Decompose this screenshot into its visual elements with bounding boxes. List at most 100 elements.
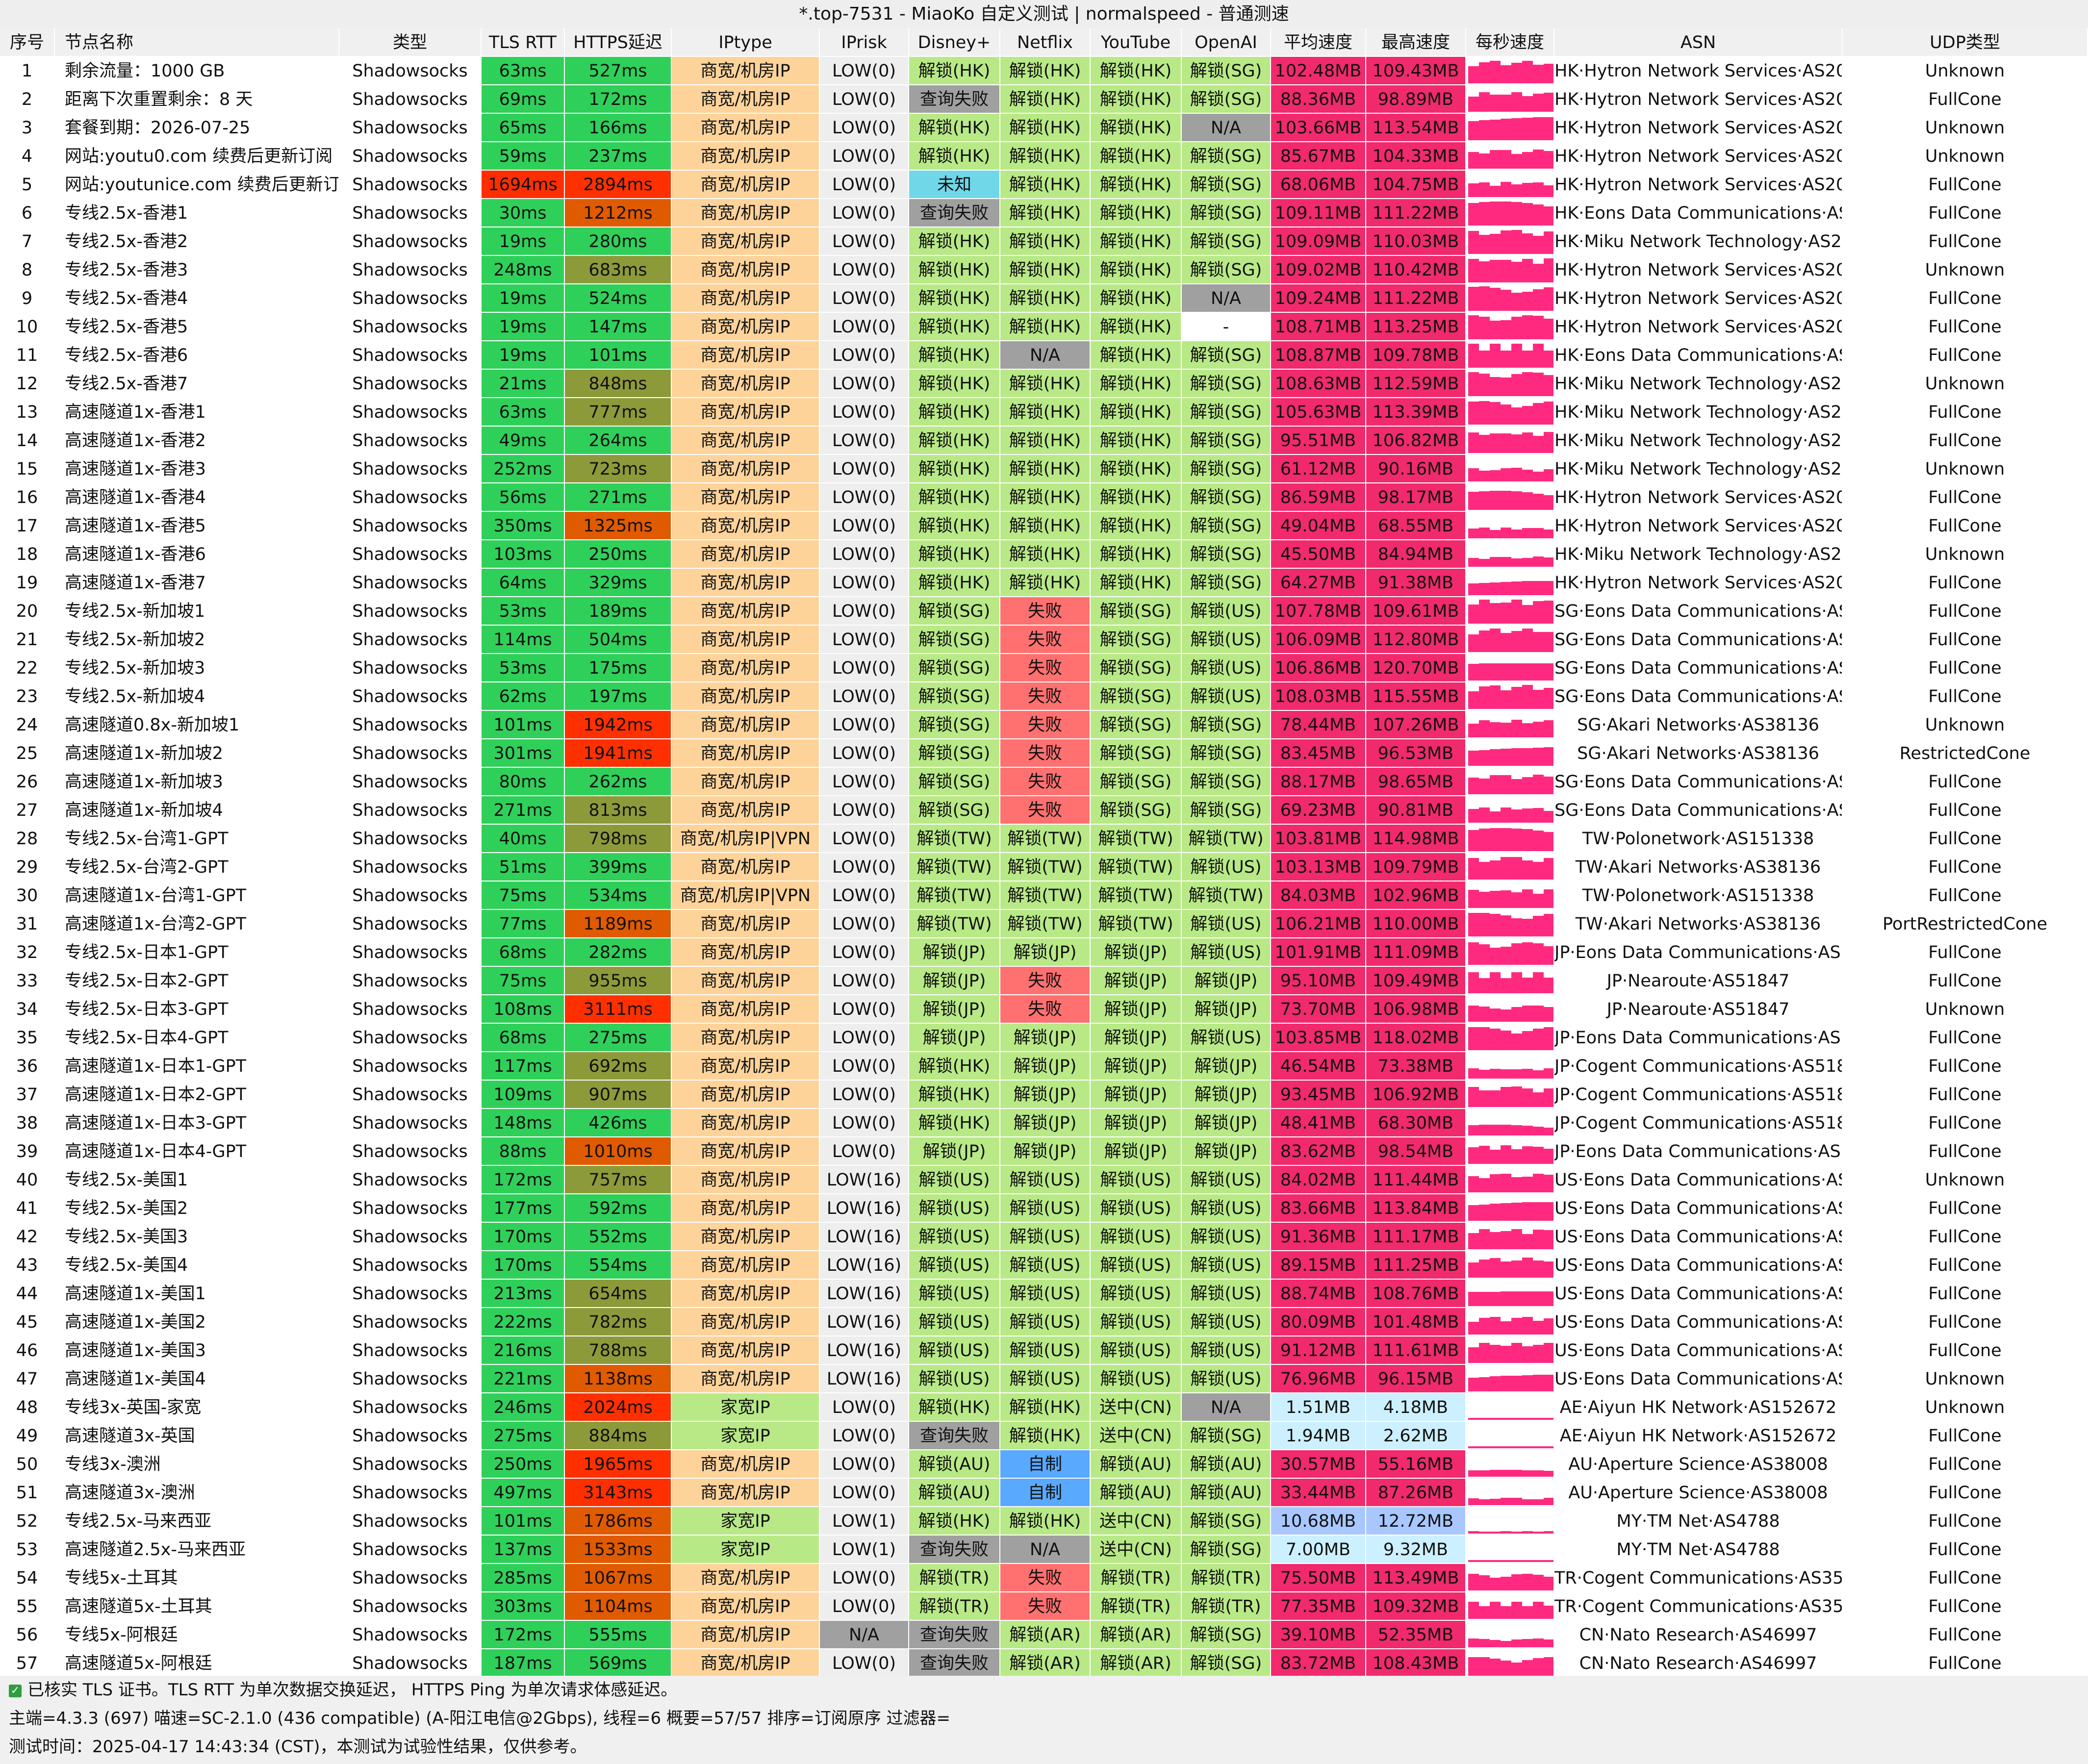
cell-https-latency: 955ms	[565, 967, 672, 995]
cell-ip-risk: LOW(0)	[820, 1137, 909, 1166]
cell-index: 25	[0, 739, 55, 768]
speed-bar	[1533, 1446, 1544, 1448]
header-https-latency[interactable]: HTTPS延迟	[565, 28, 672, 57]
cell-disney: 解锁(TW)	[909, 825, 1000, 853]
speed-bar	[1522, 1470, 1533, 1477]
cell-https-latency: 777ms	[565, 398, 672, 427]
header-type[interactable]: 类型	[339, 28, 482, 57]
table-row: 37 高速隧道1x-日本2-GPT Shadowsocks 109ms 907ms 商宽/…	[0, 1081, 2088, 1109]
cell-ip-risk: LOW(0)	[820, 398, 909, 427]
speed-bar	[1544, 914, 1553, 936]
header-tls-rtt[interactable]: TLS RTT	[482, 28, 565, 57]
cell-node-name: 高速隧道3x-澳洲	[55, 1479, 339, 1507]
speed-bar	[1522, 1006, 1533, 1022]
cell-tls-rtt: 75ms	[482, 967, 565, 995]
cell-avg-speed: 93.45MB	[1271, 1081, 1366, 1109]
cell-youtube: 解锁(JP)	[1091, 1052, 1182, 1081]
speed-bar	[1533, 373, 1544, 396]
speed-bar	[1511, 1532, 1522, 1534]
cell-index: 18	[0, 540, 55, 569]
cell-ip-risk: LOW(0)	[820, 540, 909, 569]
cell-asn: HK·Hytron Network Services·AS202662	[1554, 142, 1843, 171]
cell-youtube: 解锁(US)	[1091, 1308, 1182, 1336]
cell-max-speed: 114.98MB	[1366, 825, 1466, 853]
header-asn[interactable]: ASN	[1554, 28, 1843, 57]
speed-bar	[1479, 374, 1490, 396]
speed-bar	[1501, 582, 1511, 595]
header-node-name[interactable]: 节点名称	[55, 28, 339, 57]
header-openai[interactable]: OpenAI	[1182, 28, 1271, 57]
cell-udp-type: FullCone	[1843, 398, 2088, 427]
speed-bar	[1533, 1291, 1544, 1306]
speed-bar	[1468, 605, 1479, 624]
cell-ip-type: 商宽/机房IP	[672, 711, 820, 739]
cell-type: Shadowsocks	[339, 313, 482, 341]
speed-bar	[1479, 286, 1490, 311]
speed-bar	[1544, 351, 1553, 368]
header-youtube[interactable]: YouTube	[1091, 28, 1182, 57]
cell-disney: 解锁(HK)	[909, 114, 1000, 142]
speed-bar	[1479, 235, 1490, 254]
cell-avg-speed: 86.59MB	[1271, 483, 1366, 512]
header-index[interactable]: 序号	[0, 28, 55, 57]
cell-ip-type: 商宽/机房IP	[672, 1564, 820, 1592]
cell-https-latency: 592ms	[565, 1194, 672, 1223]
cell-youtube: 解锁(HK)	[1091, 171, 1182, 199]
speed-bar	[1511, 118, 1522, 140]
speed-bar	[1522, 942, 1533, 965]
cell-avg-speed: 83.45MB	[1271, 739, 1366, 768]
header-netflix[interactable]: Netflix	[1000, 28, 1091, 57]
speed-bar	[1511, 317, 1522, 339]
speed-bar	[1468, 1262, 1479, 1278]
table-row: 16 高速隧道1x-香港4 Shadowsocks 56ms 271ms 商宽/机房IP L…	[0, 483, 2088, 512]
speed-bar	[1511, 1602, 1522, 1619]
cell-tls-rtt: 40ms	[482, 825, 565, 853]
cell-avg-speed: 49.04MB	[1271, 512, 1366, 540]
speed-bar	[1468, 1233, 1479, 1249]
header-ip-type[interactable]: IPtype	[672, 28, 820, 57]
cell-index: 29	[0, 853, 55, 882]
cell-netflix: 自制	[1000, 1450, 1091, 1479]
speed-bar	[1522, 432, 1533, 453]
speed-bar	[1511, 1229, 1522, 1249]
speed-bar	[1533, 1230, 1544, 1249]
speed-bar	[1533, 808, 1544, 823]
cell-udp-type: FullCone	[1843, 512, 2088, 540]
cell-ip-risk: LOW(0)	[820, 1422, 909, 1450]
header-disney[interactable]: Disney+	[909, 28, 1000, 57]
header-per-second-speed[interactable]: 每秒速度	[1466, 28, 1554, 57]
cell-max-speed: 104.33MB	[1366, 142, 1466, 171]
cell-per-second-speed	[1466, 370, 1554, 398]
header-ip-risk[interactable]: IPrisk	[820, 28, 909, 57]
header-max-speed[interactable]: 最高速度	[1366, 28, 1466, 57]
cell-max-speed: 68.55MB	[1366, 512, 1466, 540]
speed-bar	[1544, 1128, 1553, 1135]
speed-bar	[1544, 1291, 1553, 1306]
cell-netflix: 解锁(TW)	[1000, 825, 1091, 853]
speed-bar	[1511, 1033, 1522, 1050]
cell-openai: 解锁(US)	[1182, 1024, 1271, 1052]
speed-bar	[1479, 471, 1490, 481]
header-avg-speed[interactable]: 平均速度	[1271, 28, 1366, 57]
cell-asn: JP·Eons Data Communications·AS138997	[1554, 938, 1843, 967]
header-udp-type[interactable]: UDP类型	[1843, 28, 2088, 57]
speed-bar	[1490, 491, 1501, 510]
speed-bar	[1501, 663, 1511, 680]
speed-bar	[1468, 1027, 1479, 1050]
table-row: 38 高速隧道1x-日本3-GPT Shadowsocks 148ms 426ms 商宽/…	[0, 1109, 2088, 1137]
cell-udp-type: Unknown	[1843, 114, 2088, 142]
speed-bar	[1490, 150, 1501, 169]
cell-netflix: N/A	[1000, 341, 1091, 370]
speed-bar	[1479, 892, 1490, 908]
cell-index: 42	[0, 1223, 55, 1251]
speed-bar	[1511, 1560, 1522, 1562]
cell-asn: TR·Cogent Communications·AS35487	[1554, 1564, 1843, 1592]
cell-type: Shadowsocks	[339, 1479, 482, 1507]
cell-https-latency: 782ms	[565, 1308, 672, 1336]
speed-bar	[1468, 1205, 1479, 1221]
cell-asn: AE·Aiyun HK Network·AS152672	[1554, 1393, 1843, 1422]
cell-youtube: 解锁(JP)	[1091, 967, 1182, 995]
cell-youtube: 解锁(US)	[1091, 1194, 1182, 1223]
speed-bar	[1468, 287, 1479, 311]
speed-bar	[1533, 472, 1544, 481]
